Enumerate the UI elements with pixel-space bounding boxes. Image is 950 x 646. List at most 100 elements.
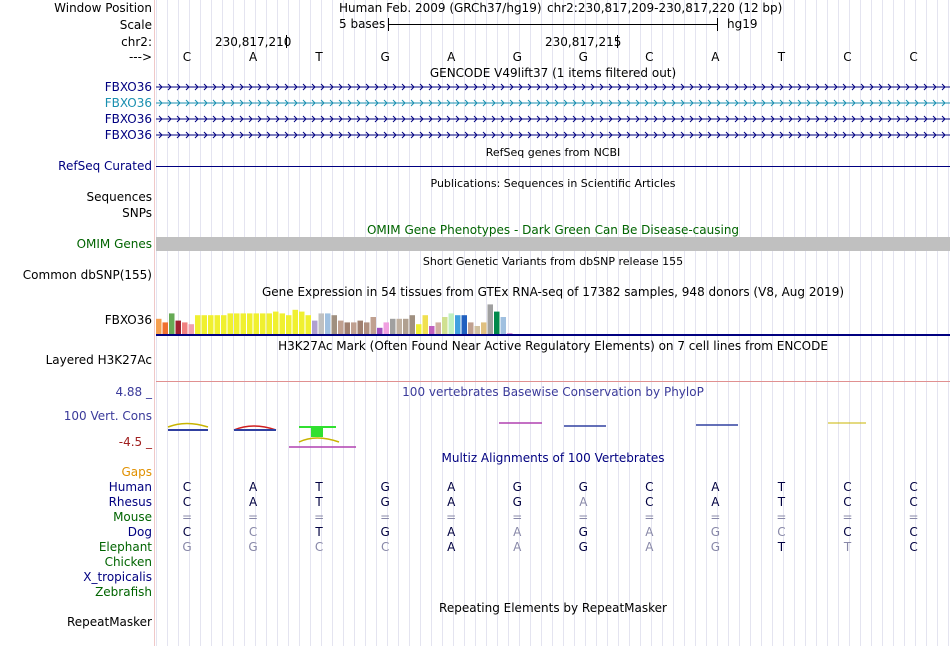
gencode-gene-3[interactable]: FBXO36 [104, 112, 152, 126]
gtex-tissue-bar[interactable] [227, 313, 234, 335]
gtex-tissue-bar[interactable] [266, 313, 273, 335]
gtex-tissue-bar[interactable] [299, 311, 305, 335]
species-label[interactable]: Mouse [113, 510, 152, 524]
species-label[interactable]: Rhesus [108, 495, 152, 509]
gtex-tissue-bar[interactable] [383, 322, 390, 335]
gtex-tissue-bar[interactable] [442, 317, 448, 335]
phylop-max: 4.88 _ [115, 385, 152, 399]
gtex-tissue-bar[interactable] [247, 313, 253, 335]
gtex-expression-chart[interactable] [156, 299, 950, 335]
gtex-tissue-bar[interactable] [195, 315, 201, 335]
gtex-tissue-bar[interactable] [221, 315, 227, 335]
gtex-tissue-bar[interactable] [422, 315, 429, 335]
gtex-tissue-bar[interactable] [175, 320, 182, 335]
phylop-label[interactable]: 100 Vert. Cons [63, 409, 152, 423]
gtex-tissue-bar[interactable] [234, 313, 240, 335]
gtex-tissue-bar[interactable] [448, 313, 455, 335]
species-label[interactable]: Chicken [104, 555, 152, 569]
gridline [882, 0, 883, 646]
gtex-tissue-bar[interactable] [468, 322, 474, 335]
omim-gene-bar[interactable] [156, 237, 950, 251]
assembly-label[interactable]: Human Feb. 2009 (GRCh37/hg19) [339, 1, 542, 15]
gtex-label[interactable]: FBXO36 [104, 313, 152, 327]
strand-chevron [914, 83, 919, 91]
strand-chevron [500, 83, 505, 91]
gtex-tissue-bar[interactable] [292, 309, 299, 335]
pubs-sequences-label[interactable]: Sequences [86, 190, 152, 204]
gtex-tissue-bar[interactable] [500, 317, 507, 335]
gtex-tissue-bar[interactable] [240, 313, 247, 335]
gaps-label[interactable]: Gaps [121, 465, 152, 479]
gtex-tissue-bar[interactable] [487, 304, 494, 335]
gtex-tissue-bar[interactable] [344, 322, 351, 335]
gtex-tissue-bar[interactable] [331, 315, 338, 335]
species-label[interactable]: X_tropicalis [83, 570, 152, 584]
strand-chevron [608, 99, 613, 107]
strand-chevron [635, 83, 640, 91]
species-label[interactable]: Dog [127, 525, 152, 539]
gtex-tissue-bar[interactable] [169, 313, 175, 335]
gtex-tissue-bar[interactable] [461, 315, 468, 335]
gtex-tissue-bar[interactable] [273, 311, 279, 335]
species-label[interactable]: Zebrafish [95, 585, 152, 599]
gtex-tissue-bar[interactable] [201, 315, 208, 335]
gtex-tissue-bar[interactable] [357, 320, 364, 335]
gencode-gene-1[interactable]: FBXO36 [104, 80, 152, 94]
repeatmasker-title: Repeating Elements by RepeatMasker [439, 601, 667, 615]
strand-chevron [302, 99, 307, 107]
gtex-tissue-bar[interactable] [455, 315, 461, 335]
gtex-tissue-bar[interactable] [188, 324, 195, 335]
strand-chevron [590, 131, 595, 139]
gtex-tissue-bar[interactable] [390, 318, 396, 335]
gencode-transcripts[interactable] [156, 80, 950, 144]
gtex-tissue-bar[interactable] [260, 313, 266, 335]
gtex-tissue-bar[interactable] [182, 322, 188, 335]
strand-chevron [392, 99, 397, 107]
phylop-conservation-plot[interactable] [156, 400, 950, 450]
refseq-gene-line[interactable] [156, 166, 950, 167]
gtex-tissue-bar[interactable] [156, 318, 162, 335]
gtex-tissue-bar[interactable] [494, 311, 500, 335]
gtex-tissue-bar[interactable] [286, 315, 292, 335]
gtex-tissue-bar[interactable] [416, 324, 422, 335]
aligned-base: = [446, 510, 457, 524]
gtex-tissue-bar[interactable] [403, 318, 409, 335]
position-label[interactable]: chr2:230,817,209-230,817,220 (12 bp) [547, 1, 783, 15]
gencode-gene-2[interactable]: FBXO36 [104, 96, 152, 110]
gtex-tissue-bar[interactable] [364, 322, 370, 335]
gencode-gene-4[interactable]: FBXO36 [104, 128, 152, 142]
gtex-tissue-bar[interactable] [253, 313, 260, 335]
gtex-tissue-bar[interactable] [318, 313, 325, 335]
gtex-tissue-bar[interactable] [409, 315, 416, 335]
species-label[interactable]: Elephant [98, 540, 152, 554]
pubs-snps-label[interactable]: SNPs [122, 206, 152, 220]
gtex-tissue-bar[interactable] [214, 315, 221, 335]
gtex-tissue-bar[interactable] [396, 318, 403, 335]
refseq-label[interactable]: RefSeq Curated [58, 159, 152, 173]
gtex-tissue-bar[interactable] [429, 326, 435, 335]
gtex-tissue-bar[interactable] [377, 327, 383, 335]
gtex-tissue-bar[interactable] [312, 320, 318, 335]
gtex-tissue-bar[interactable] [208, 315, 214, 335]
gtex-tissue-bar[interactable] [162, 322, 169, 335]
gtex-tissue-bar[interactable] [481, 322, 487, 335]
gtex-gene-line[interactable] [156, 334, 950, 336]
dbsnp-label[interactable]: Common dbSNP(155) [22, 268, 152, 282]
gtex-tissue-bar[interactable] [474, 326, 481, 335]
aligned-base: G [710, 540, 721, 554]
repeatmasker-label[interactable]: RepeatMasker [66, 615, 152, 629]
gtex-tissue-bar[interactable] [338, 320, 344, 335]
species-label[interactable]: Human [108, 480, 152, 494]
omim-label[interactable]: OMIM Genes [76, 237, 152, 251]
gtex-tissue-bar[interactable] [305, 315, 312, 335]
gtex-tissue-bar[interactable] [325, 313, 331, 335]
gtex-tissue-bar[interactable] [351, 322, 357, 335]
gridline [420, 0, 421, 646]
gtex-tissue-bar[interactable] [370, 317, 377, 335]
strand-chevron [851, 131, 856, 139]
gtex-tissue-bar[interactable] [279, 313, 286, 335]
gtex-tissue-bar[interactable] [435, 322, 442, 335]
gridline [893, 0, 894, 646]
h3k27ac-label[interactable]: Layered H3K27Ac [45, 353, 152, 367]
label-divider[interactable] [154, 0, 155, 646]
